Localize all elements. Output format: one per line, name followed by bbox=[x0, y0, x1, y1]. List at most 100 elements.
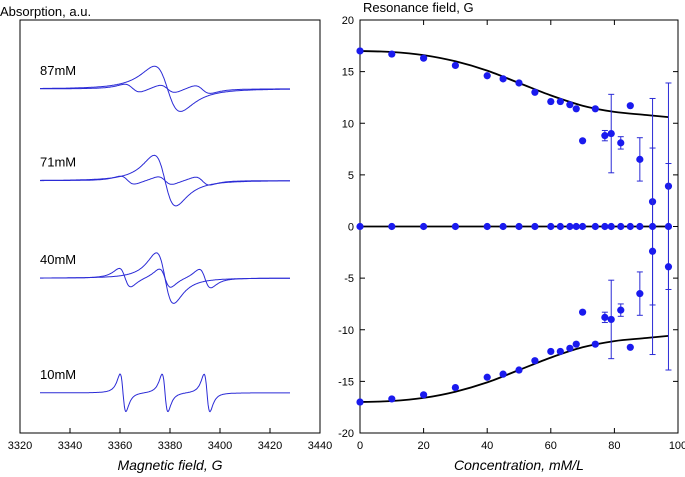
data-point bbox=[499, 370, 507, 378]
right-x-tick-label: 100 bbox=[669, 440, 685, 452]
right-panel: Resonance field, G 0 20 40 60 80 100-20-15-10… bbox=[338, 0, 685, 473]
data-point bbox=[556, 347, 564, 356]
right-y-axis-label: Resonance field, G bbox=[363, 0, 474, 15]
left-spectra: 87mM 71mM 40mM 10mM bbox=[40, 63, 290, 413]
data-point bbox=[420, 391, 428, 399]
right-y-tick-label: -15 bbox=[338, 376, 354, 388]
data-point bbox=[566, 101, 574, 109]
left-x-tick-label: 3440 bbox=[308, 440, 332, 452]
data-point bbox=[572, 340, 580, 348]
spectrum-label: 40mM bbox=[40, 252, 76, 267]
right-y-tick-label: 10 bbox=[342, 118, 354, 130]
left-x-tick-label: 3380 bbox=[158, 440, 182, 452]
data-point bbox=[648, 247, 657, 255]
right-y-tick-label: 5 bbox=[348, 170, 354, 182]
data-point bbox=[531, 357, 539, 365]
data-point bbox=[556, 97, 564, 106]
data-point bbox=[515, 79, 523, 87]
data-point bbox=[579, 222, 587, 231]
right-y-tick-label: 0 bbox=[348, 222, 354, 234]
left-x-ticks: 3320 3340 3360 3380 3400 3420 3440 bbox=[8, 428, 332, 452]
data-point bbox=[388, 395, 396, 403]
data-point bbox=[607, 315, 615, 324]
right-x-tick-label: 40 bbox=[481, 440, 493, 452]
data-point bbox=[515, 222, 523, 231]
data-point bbox=[499, 222, 507, 231]
left-x-tick-label: 3340 bbox=[58, 440, 82, 452]
data-point bbox=[483, 373, 491, 381]
left-x-tick-label: 3400 bbox=[208, 440, 232, 452]
left-y-axis-label: Absorption, a.u. bbox=[0, 4, 91, 19]
data-point bbox=[356, 47, 364, 55]
data-point bbox=[626, 102, 634, 110]
data-point bbox=[579, 308, 587, 316]
data-point bbox=[531, 88, 539, 96]
data-point bbox=[591, 222, 599, 231]
right-x-tick-label: 0 bbox=[357, 440, 363, 452]
data-point bbox=[648, 222, 657, 231]
right-y-tick-label: -10 bbox=[338, 325, 354, 337]
spectrum-label: 10mM bbox=[40, 367, 76, 382]
data-point bbox=[636, 290, 644, 298]
data-point bbox=[617, 306, 625, 314]
right-y-tick-label: -20 bbox=[338, 428, 354, 440]
fit-curve bbox=[359, 50, 669, 118]
data-point bbox=[591, 105, 599, 113]
spectrum-hyperfine-component bbox=[40, 175, 290, 186]
data-point bbox=[607, 129, 615, 138]
data-point bbox=[531, 222, 539, 231]
data-point bbox=[499, 75, 507, 83]
right-y-tick-label: 20 bbox=[342, 15, 354, 27]
data-point bbox=[451, 383, 459, 392]
right-y-tick-label: -5 bbox=[344, 273, 354, 285]
data-point bbox=[579, 137, 587, 145]
right-x-axis-label: Concentration, mM/L bbox=[454, 457, 584, 473]
data-point bbox=[483, 72, 491, 80]
left-x-tick-label: 3420 bbox=[258, 440, 282, 452]
right-x-tick-label: 20 bbox=[417, 440, 429, 452]
data-point bbox=[356, 398, 364, 406]
data-point bbox=[547, 97, 555, 106]
data-point bbox=[388, 222, 396, 231]
data-point bbox=[607, 222, 615, 231]
data-point bbox=[601, 313, 609, 321]
left-panel: Absorption, a.u. 3320 3340 3360 3380 3400 342… bbox=[0, 4, 332, 473]
data-point bbox=[617, 139, 625, 147]
data-point bbox=[572, 222, 580, 231]
data-point bbox=[451, 222, 459, 231]
data-point bbox=[636, 222, 644, 231]
left-x-tick-label: 3320 bbox=[8, 440, 32, 452]
data-point bbox=[601, 132, 609, 140]
data-point bbox=[451, 61, 459, 70]
data-point bbox=[664, 222, 673, 231]
data-point bbox=[626, 343, 634, 351]
data-point bbox=[356, 222, 364, 231]
data-point bbox=[566, 222, 574, 231]
spectrum-broad-component bbox=[40, 65, 290, 112]
right-y-tick-label: 15 bbox=[342, 67, 354, 79]
left-x-tick-label: 3360 bbox=[108, 440, 132, 452]
data-point bbox=[572, 105, 580, 113]
spectrum-label: 87mM bbox=[40, 63, 76, 78]
data-point bbox=[515, 366, 523, 374]
right-x-tick-label: 80 bbox=[608, 440, 620, 452]
data-point bbox=[547, 347, 555, 356]
data-point bbox=[626, 222, 634, 231]
data-point bbox=[601, 222, 609, 231]
spectrum-hyperfine-component bbox=[40, 373, 290, 413]
fit-curve bbox=[359, 335, 669, 403]
data-point bbox=[420, 54, 428, 62]
data-point bbox=[664, 263, 673, 271]
data-point bbox=[556, 222, 564, 231]
data-point bbox=[566, 344, 574, 352]
data-point bbox=[388, 50, 396, 58]
data-point bbox=[547, 222, 555, 231]
left-x-axis-label: Magnetic field, G bbox=[117, 457, 222, 473]
data-point bbox=[591, 340, 599, 348]
right-ticks: 0 20 40 60 80 100 -20 -15 -10 -5 0 5 10 15 20 bbox=[338, 15, 685, 452]
data-point bbox=[420, 222, 428, 231]
data-point bbox=[483, 222, 491, 231]
right-x-tick-label: 60 bbox=[545, 440, 557, 452]
spectrum-hyperfine-component bbox=[40, 83, 290, 94]
data-point bbox=[636, 155, 644, 163]
